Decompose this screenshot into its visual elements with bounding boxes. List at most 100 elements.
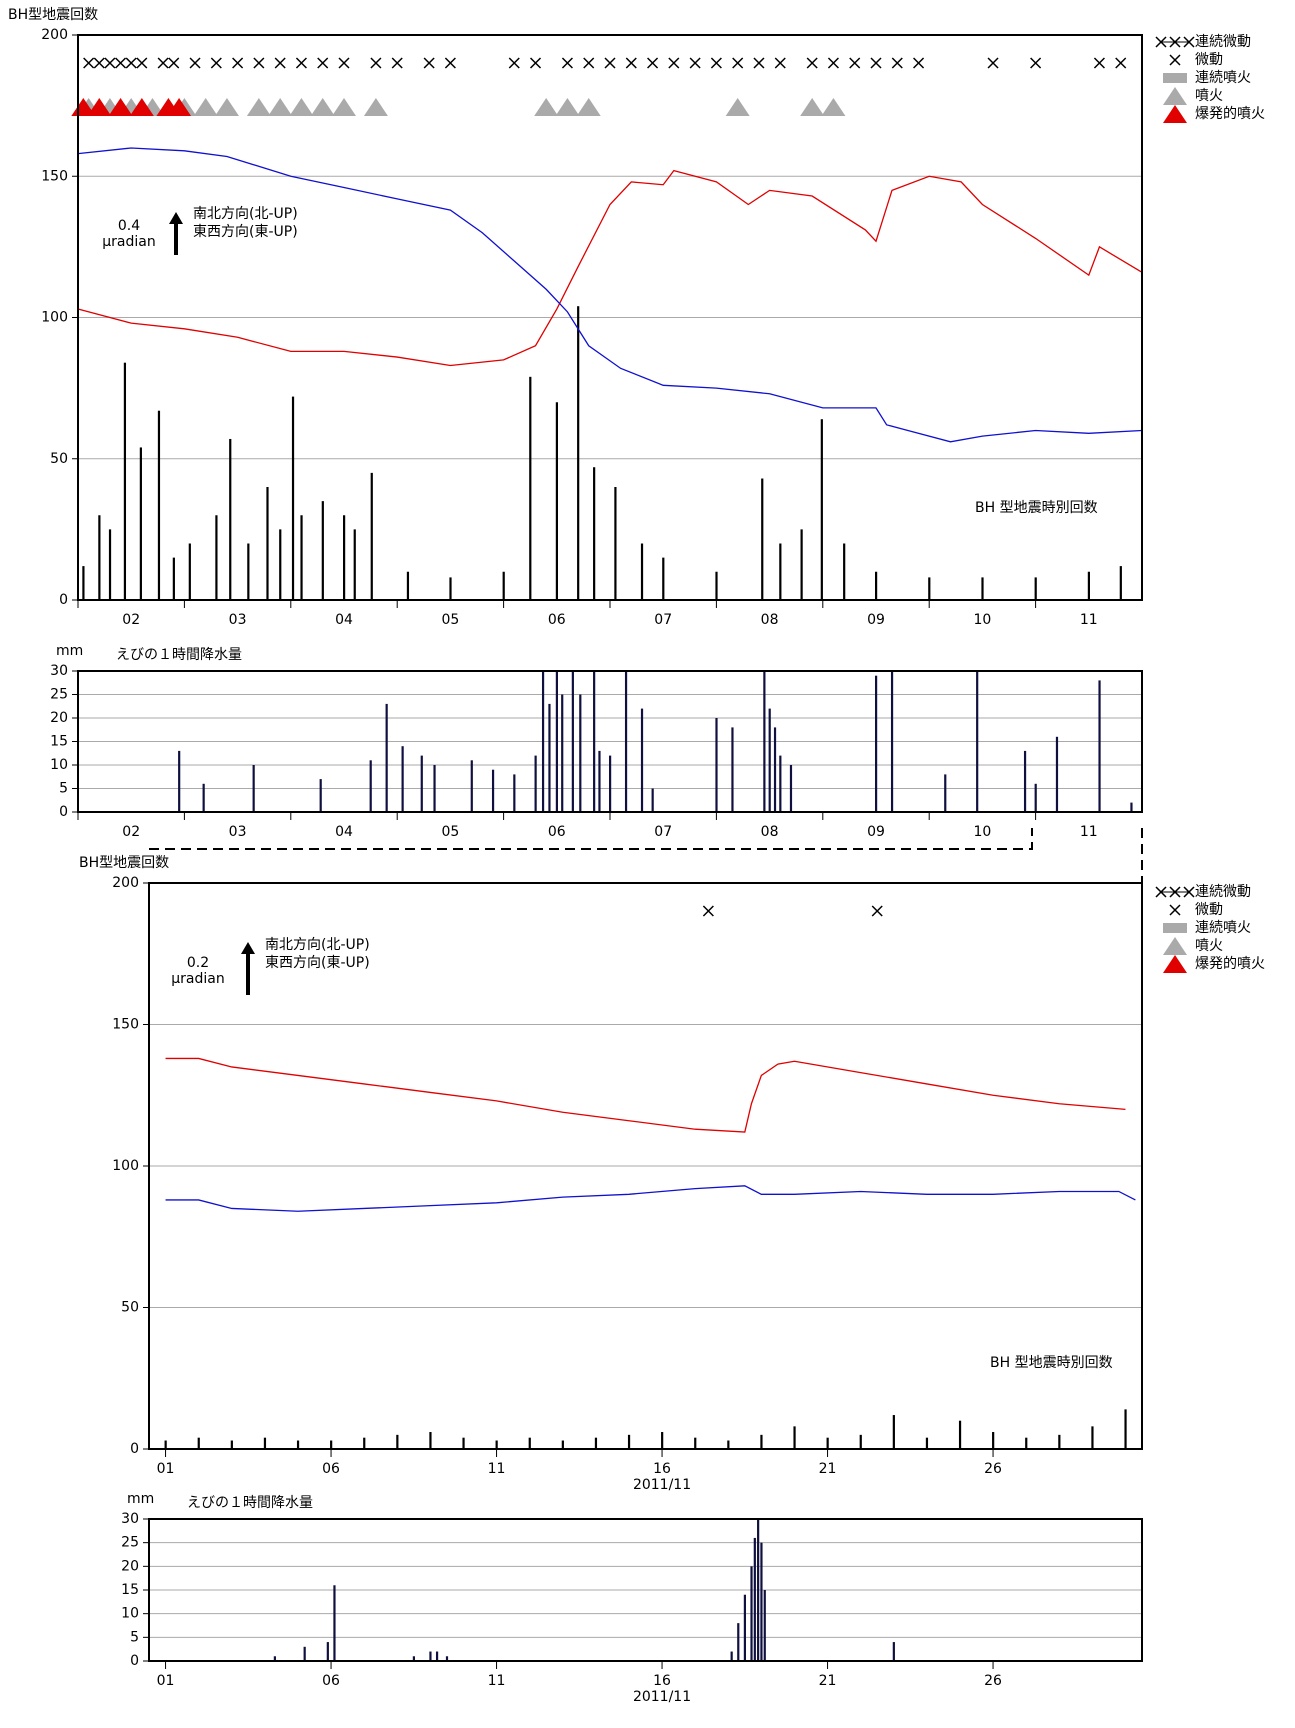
tremor-marker: [891, 57, 903, 69]
tremor-marker: [391, 57, 403, 69]
y-tick-label: 0: [59, 804, 68, 820]
bar: [548, 703, 551, 812]
x-tick-label: 06: [548, 612, 566, 628]
tremor-marker: [210, 57, 222, 69]
bar: [343, 515, 346, 600]
x-tick-label: 08: [761, 612, 779, 628]
bar: [534, 755, 537, 812]
y-axis-label: BH型地震回数: [8, 7, 98, 23]
x-tick-label: 07: [654, 612, 672, 628]
bar: [178, 750, 181, 812]
bar: [890, 671, 894, 812]
bar: [598, 750, 601, 812]
bar: [763, 1590, 766, 1661]
tremor-marker: [689, 57, 701, 69]
legend-label: 連続噴火: [1195, 919, 1251, 936]
eruption-marker: [108, 98, 133, 116]
series-label: 南北方向(北-UP): [265, 937, 370, 953]
x-tick-label: 02: [122, 824, 140, 840]
eruption-marker: [363, 98, 388, 116]
legend-symbol: [1169, 36, 1181, 48]
bar: [1058, 1434, 1061, 1449]
bar: [1130, 802, 1133, 812]
x-tick-label: 04: [335, 824, 353, 840]
y-tick-label: 5: [59, 781, 68, 797]
eruption-marker: [332, 98, 356, 116]
bar: [727, 1440, 730, 1449]
zoom-guide: [149, 828, 1033, 850]
y-tick-label: 10: [121, 1606, 139, 1622]
bar: [513, 774, 516, 812]
bar: [892, 1642, 895, 1661]
bar: [694, 1437, 697, 1449]
scale-value: 0.2: [187, 955, 209, 971]
bar: [435, 1651, 439, 1661]
x-tick-label: 07: [654, 824, 672, 840]
tremor-marker: [136, 57, 148, 69]
eruption-marker: [214, 98, 239, 116]
bar: [875, 571, 878, 600]
tremor-marker: [913, 57, 925, 69]
bar: [820, 419, 823, 600]
y-tick-label: 15: [50, 734, 68, 750]
bar: [743, 1594, 746, 1661]
y-axis-label: BH型地震回数: [79, 855, 169, 871]
tilt-line: [77, 147, 1143, 443]
bar: [370, 472, 373, 600]
bar: [252, 765, 255, 812]
x-tick-label: 26: [984, 1673, 1002, 1689]
x-tick-label: 10: [973, 824, 991, 840]
bar: [779, 755, 782, 812]
tremor-marker: [274, 57, 286, 69]
plot-frame: [77, 34, 1143, 601]
bar: [624, 671, 628, 812]
bar: [593, 467, 596, 600]
tilt-line: [165, 1185, 1136, 1212]
eruption-marker: [725, 98, 750, 116]
tremor-marker: [370, 57, 382, 69]
bar: [800, 529, 803, 600]
bar: [1091, 1426, 1094, 1449]
bar: [661, 1432, 664, 1449]
bar: [172, 557, 175, 600]
bar: [640, 543, 644, 600]
tremor-marker: [1115, 57, 1127, 69]
tremor-marker: [295, 57, 307, 69]
bar: [529, 376, 532, 600]
eruption-marker: [167, 98, 192, 116]
bar: [753, 1537, 756, 1661]
eruption-marker: [800, 98, 825, 116]
bar: [123, 362, 127, 600]
tremor-marker: [702, 905, 714, 917]
bar: [928, 577, 931, 600]
tremor-marker: [871, 905, 883, 917]
bar: [992, 1432, 995, 1449]
bar: [826, 1437, 829, 1449]
series-label: 東西方向(東-UP): [265, 955, 370, 971]
tremor-marker: [444, 57, 456, 69]
x-tick-label: 21: [819, 1461, 837, 1477]
eruption-marker: [268, 98, 293, 116]
bar: [555, 671, 558, 812]
legend-label: 微動: [1195, 902, 1223, 918]
bar: [164, 1440, 167, 1449]
x-tick-label: 08: [761, 824, 779, 840]
bar: [429, 1432, 432, 1449]
legend-symbol: [1163, 923, 1187, 933]
legend-symbol: [1169, 886, 1181, 898]
bar: [760, 1434, 763, 1449]
x-tick-label: 26: [984, 1461, 1002, 1477]
plot-frame: [77, 670, 1143, 813]
bar: [445, 1656, 449, 1661]
x-tick-label: 11: [1080, 612, 1098, 628]
tremor-marker: [189, 57, 201, 69]
legend-label: 連続微動: [1195, 883, 1251, 900]
tremor-marker: [668, 57, 680, 69]
x-tick-label: 04: [335, 612, 353, 628]
x-tick-label: 05: [441, 612, 459, 628]
x-tick-label: 16: [653, 1461, 671, 1477]
bar: [976, 671, 979, 812]
bar: [571, 671, 574, 812]
tremor-marker: [232, 57, 244, 69]
y-tick-label: 200: [112, 875, 139, 891]
